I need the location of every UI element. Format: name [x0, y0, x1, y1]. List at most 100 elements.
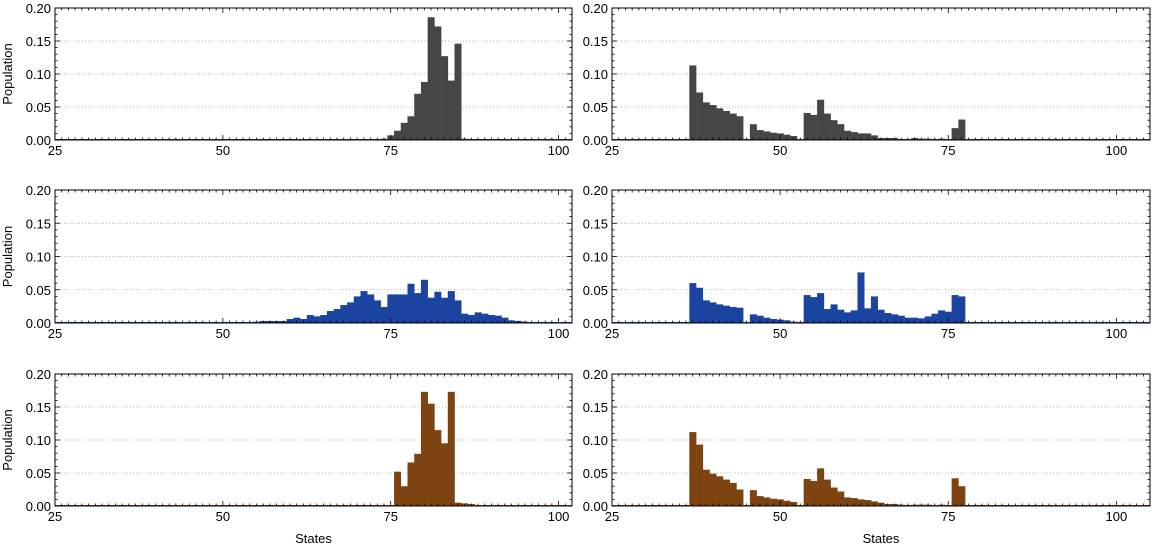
bar	[407, 462, 415, 506]
x-tick-label: 50	[773, 509, 787, 524]
bar	[696, 444, 704, 506]
x-axis-title: States	[295, 531, 332, 546]
bar	[736, 116, 744, 140]
y-tick-label: 0.10	[26, 67, 51, 82]
x-tick-label: 75	[383, 509, 397, 524]
bar	[729, 307, 737, 323]
y-tick-label: 0.05	[583, 283, 608, 298]
bar	[850, 310, 858, 323]
x-tick-label: 75	[941, 509, 955, 524]
bar	[844, 312, 852, 323]
bar	[810, 114, 818, 140]
bar	[729, 482, 737, 506]
bar	[414, 293, 422, 323]
bar	[481, 313, 489, 323]
bar	[434, 430, 442, 506]
bar	[844, 497, 852, 506]
bar	[736, 489, 744, 506]
bar	[709, 473, 717, 506]
bar	[763, 131, 771, 140]
bar	[340, 305, 348, 323]
bar	[353, 296, 361, 323]
bar	[441, 297, 449, 323]
bar	[689, 432, 697, 506]
y-tick-label: 0.10	[26, 250, 51, 265]
x-tick-label: 25	[605, 326, 619, 341]
bar	[938, 310, 946, 323]
y-tick-label: 0.20	[583, 1, 608, 16]
bar	[850, 498, 858, 506]
bar	[696, 92, 704, 140]
bar	[427, 17, 435, 141]
y-tick-label: 0.05	[26, 100, 51, 115]
y-tick-label: 0.05	[26, 466, 51, 481]
bar	[709, 105, 717, 140]
bar	[783, 134, 791, 140]
y-tick-label: 0.15	[26, 216, 51, 231]
bar	[837, 124, 845, 140]
bar	[414, 453, 422, 506]
bar	[837, 491, 845, 506]
bar	[427, 403, 435, 506]
bar	[763, 497, 771, 506]
x-tick-label: 50	[773, 143, 787, 158]
bar	[716, 108, 724, 140]
x-tick-label: 100	[1106, 143, 1128, 158]
bar	[420, 391, 428, 506]
bar	[749, 490, 757, 506]
x-tick-label: 25	[48, 326, 62, 341]
panel-r0c0: 25 50 75 100 0.00 0.05 0.10 0.15 0.20 Population	[0, 1, 573, 158]
bar	[420, 279, 428, 323]
y-tick-label: 0.20	[26, 367, 51, 382]
bar	[817, 293, 825, 323]
y-axis-title: Population	[0, 43, 15, 104]
bar	[702, 300, 710, 323]
bar	[756, 496, 764, 506]
x-tick-label: 100	[548, 143, 570, 158]
y-tick-label: 0.20	[26, 1, 51, 16]
bar	[817, 468, 825, 506]
y-tick-label: 0.10	[583, 67, 608, 82]
bar	[461, 313, 469, 323]
bar	[924, 316, 932, 323]
y-tick-label: 0.00	[583, 316, 608, 331]
y-tick-label: 0.20	[583, 367, 608, 382]
x-tick-label: 100	[1106, 509, 1128, 524]
x-tick-label: 25	[605, 143, 619, 158]
bar	[367, 294, 375, 323]
x-tick-label: 50	[216, 326, 230, 341]
x-tick-label: 75	[941, 143, 955, 158]
bar	[333, 309, 341, 323]
y-tick-label: 0.05	[583, 466, 608, 481]
bar	[441, 56, 449, 140]
y-tick-label: 0.00	[583, 133, 608, 148]
bar	[783, 500, 791, 506]
bar	[911, 317, 919, 323]
y-tick-label: 0.05	[26, 283, 51, 298]
bar	[407, 116, 415, 140]
bar	[763, 317, 771, 323]
bar	[420, 81, 428, 140]
bar	[897, 315, 905, 323]
bar	[891, 314, 899, 323]
x-tick-label: 100	[548, 509, 570, 524]
bar	[716, 476, 724, 506]
bar	[803, 478, 811, 506]
bar	[400, 486, 408, 506]
panel-r1c0: 25 50 75 100 0.00 0.05 0.10 0.15 0.20 Population	[0, 183, 573, 341]
bar	[749, 314, 757, 323]
x-tick-label: 25	[605, 509, 619, 524]
bar	[837, 309, 845, 323]
bar	[810, 480, 818, 506]
y-tick-label: 0.20	[26, 183, 51, 198]
bar	[501, 317, 509, 323]
bar	[770, 132, 778, 140]
y-tick-label: 0.05	[583, 100, 608, 115]
bar	[689, 283, 697, 323]
y-tick-label: 0.10	[583, 433, 608, 448]
bar	[756, 130, 764, 140]
bar	[722, 305, 730, 323]
bar	[823, 309, 831, 323]
bar	[434, 26, 442, 141]
y-tick-label: 0.15	[26, 34, 51, 49]
